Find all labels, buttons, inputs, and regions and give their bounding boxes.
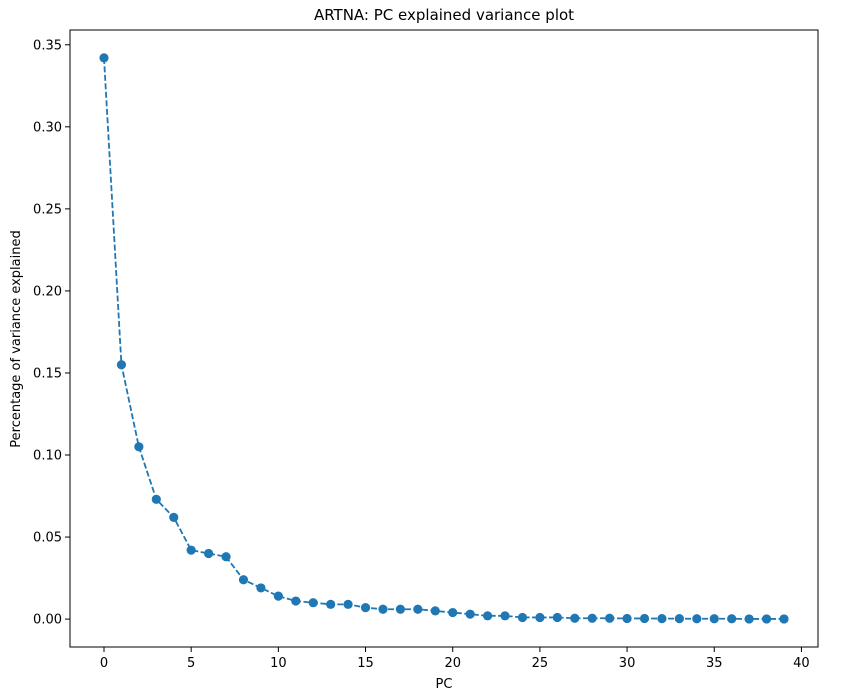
y-tick-label: 0.10 <box>33 449 62 464</box>
y-tick-label: 0.15 <box>33 366 62 381</box>
data-point <box>709 614 719 624</box>
data-point <box>587 613 597 623</box>
data-point <box>779 614 789 624</box>
y-axis-label: Percentage of variance explained <box>9 230 24 447</box>
data-point <box>169 512 179 522</box>
x-tick-label: 25 <box>532 656 549 671</box>
data-point <box>465 609 475 619</box>
data-point <box>448 607 458 618</box>
data-point <box>134 442 144 452</box>
data-point <box>238 575 249 585</box>
data-point <box>343 599 353 609</box>
data-point <box>360 603 371 613</box>
x-tick-label: 15 <box>357 656 374 671</box>
data-point <box>413 604 423 614</box>
series-line <box>103 57 784 620</box>
x-tick-label: 5 <box>187 656 195 671</box>
data-point <box>291 596 301 606</box>
data-point <box>204 548 214 559</box>
x-tick-label: 0 <box>100 656 108 671</box>
data-point <box>378 604 388 614</box>
y-tick-label: 0.05 <box>33 531 62 546</box>
data-point <box>326 599 336 609</box>
ticks-layer: 0 5 10 15 20 25 30 35 40 0.00 0.05 0.10 0.15 0.20 0.25… <box>33 38 810 671</box>
data-point <box>535 612 545 623</box>
data-point <box>517 612 528 623</box>
y-tick-label: 0.25 <box>33 202 62 217</box>
data-point <box>273 591 283 601</box>
y-tick-label: 0.00 <box>33 613 62 628</box>
data-point <box>622 613 632 624</box>
data-point <box>116 360 127 370</box>
data-point <box>552 612 562 623</box>
y-tick-label: 0.20 <box>33 284 62 299</box>
data-point <box>570 613 580 623</box>
data-point <box>151 494 161 504</box>
data-point <box>692 614 702 624</box>
data-point <box>256 583 266 593</box>
series-layer <box>99 53 789 624</box>
data-point <box>430 606 440 616</box>
plot-area <box>70 30 818 647</box>
x-tick-label: 35 <box>706 656 723 671</box>
x-tick-label: 10 <box>270 656 287 671</box>
x-tick-label: 30 <box>619 656 636 671</box>
y-tick-label: 0.30 <box>33 120 62 135</box>
data-point <box>727 614 737 624</box>
data-point <box>482 611 493 621</box>
data-point <box>605 613 615 623</box>
data-point <box>657 614 667 624</box>
chart-title: ARTNA: PC explained variance plot <box>314 6 574 24</box>
data-point <box>395 604 406 614</box>
data-point <box>308 598 318 608</box>
data-point <box>674 614 684 624</box>
data-point <box>186 545 196 555</box>
data-point <box>761 614 772 624</box>
data-point <box>500 611 510 621</box>
data-point <box>99 53 109 63</box>
x-tick-label: 20 <box>444 656 461 671</box>
data-point <box>639 613 650 624</box>
y-tick-label: 0.35 <box>33 38 62 53</box>
x-tick-label: 40 <box>793 656 810 671</box>
plot-frame <box>69 29 819 648</box>
x-axis-label: PC <box>436 677 453 692</box>
data-point <box>221 552 231 562</box>
data-point <box>744 614 754 624</box>
